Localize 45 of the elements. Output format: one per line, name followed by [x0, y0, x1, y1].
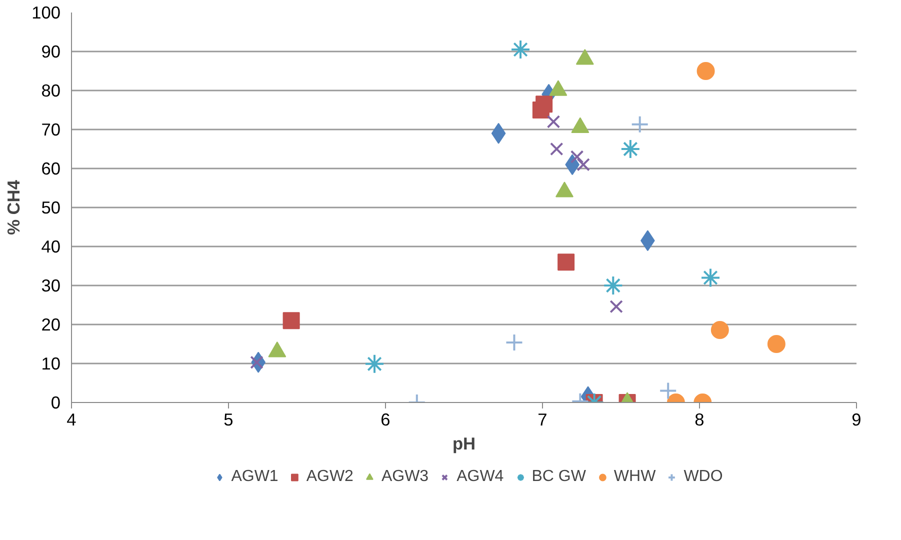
y-tick-label: 100 [32, 2, 61, 22]
point [696, 62, 715, 80]
y-tick-label: 40 [41, 236, 61, 256]
y-axis-title: % CH4 [4, 180, 24, 235]
y-tick-label: 70 [41, 120, 61, 140]
y-tick-label: 20 [41, 314, 61, 334]
y-tick-label: 50 [41, 198, 61, 218]
legend-label: AGW2 [306, 468, 354, 486]
point [603, 276, 624, 296]
legend-label: WDO [684, 468, 723, 486]
point [630, 115, 649, 134]
point [610, 300, 623, 314]
point [550, 142, 564, 156]
x-tick-label: 9 [852, 410, 862, 430]
legend-label: AGW3 [381, 468, 429, 486]
point [620, 139, 640, 159]
legend-label: AGW1 [231, 468, 278, 486]
x-tick-label: 6 [380, 410, 390, 430]
legend-label: BC GW [532, 468, 586, 486]
y-tick-label: 90 [41, 42, 61, 62]
point [700, 268, 720, 288]
x-tick-label: 7 [538, 410, 548, 430]
y-tick-label: 10 [41, 354, 61, 374]
legend-label: AGW4 [456, 468, 504, 486]
point [558, 254, 575, 271]
point [364, 354, 385, 374]
x-tick-label: 5 [224, 410, 234, 430]
x-tick-label: 4 [66, 410, 77, 430]
y-tick-label: 60 [41, 158, 61, 178]
point [570, 150, 584, 164]
point [282, 312, 300, 330]
y-tick-label: 0 [50, 392, 61, 412]
point [710, 320, 729, 339]
x-tick-label: 8 [694, 410, 704, 430]
point [510, 40, 531, 60]
point [546, 115, 560, 128]
y-tick-label: 30 [41, 276, 61, 296]
point [659, 382, 678, 400]
legend-label: WHW [614, 468, 656, 486]
point [505, 333, 524, 352]
y-tick-label: 80 [41, 80, 61, 100]
point [536, 96, 553, 113]
x-axis-title: pH [452, 434, 476, 454]
point [767, 335, 786, 353]
point [576, 158, 590, 172]
